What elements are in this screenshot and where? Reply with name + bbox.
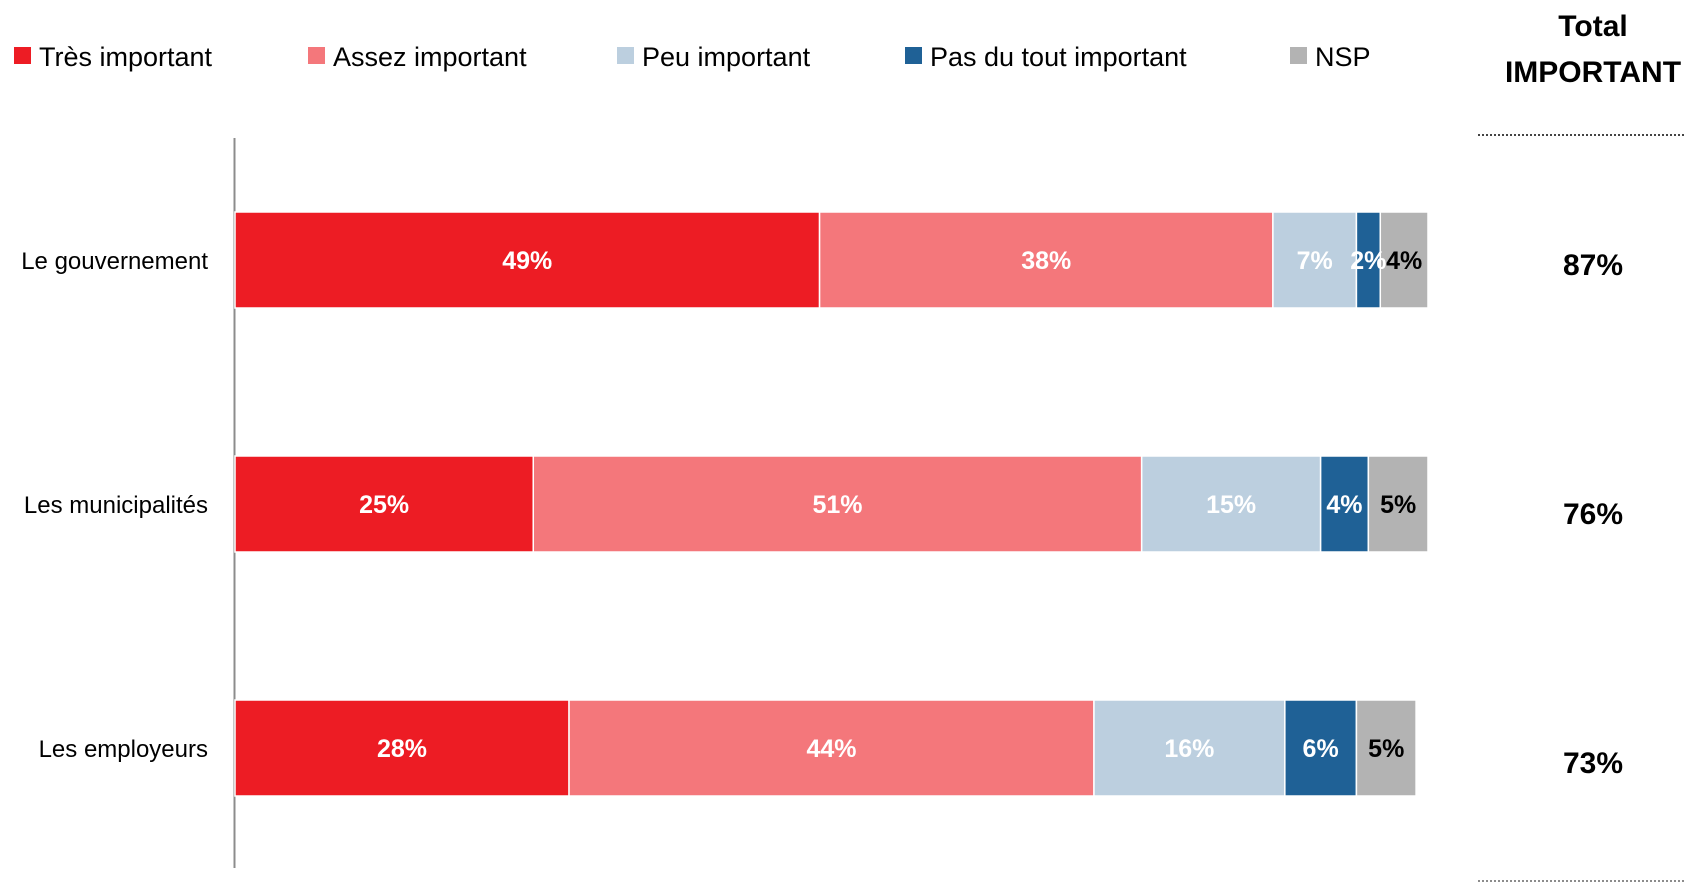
total-value-les-employeurs: 73% <box>1563 747 1623 780</box>
category-label-les-municipalites: Les municipalités <box>24 492 208 519</box>
category-labels: Le gouvernement Les municipalités Les empl… <box>21 248 208 763</box>
value-label-les-employeurs-nsp: 5% <box>1368 735 1404 763</box>
total-value-les-municipalites: 76% <box>1563 498 1623 531</box>
value-label-le-gouvernement-peu-important: 7% <box>1297 247 1333 275</box>
value-label-le-gouvernement-tres-important: 49% <box>502 247 552 275</box>
value-label-les-municipalites-nsp: 5% <box>1380 491 1416 519</box>
value-label-les-municipalites-peu-important: 15% <box>1206 491 1256 519</box>
value-label-le-gouvernement-assez-important: 38% <box>1021 247 1071 275</box>
total-header-line1: Total <box>1558 10 1627 43</box>
bar-les-employeurs-assez-important <box>568 699 1095 797</box>
bar-les-employeurs-pas-du-tout-important <box>1284 699 1358 797</box>
legend-label-peu-important: Peu important <box>642 42 811 72</box>
legend-swatch-tres-important <box>14 47 31 64</box>
value-label-les-employeurs-tres-important: 28% <box>377 735 427 763</box>
bar-les-municipalites-nsp <box>1367 455 1429 553</box>
total-header-line2: IMPORTANT <box>1505 56 1681 89</box>
value-label-le-gouvernement-pas-du-tout-important: 2% <box>1350 247 1386 275</box>
legend-label-nsp: NSP <box>1315 42 1371 72</box>
category-label-le-gouvernement: Le gouvernement <box>21 248 208 275</box>
value-label-les-municipalites-assez-important: 51% <box>812 491 862 519</box>
legend-label-pas-du-tout-important: Pas du tout important <box>930 42 1187 72</box>
value-label-le-gouvernement-nsp: 4% <box>1386 247 1422 275</box>
value-label-les-employeurs-pas-du-tout-important: 6% <box>1303 735 1339 763</box>
segment-labels: 49% 38% 7% 2% 4%25% 51% 15% 4% 5%28% 44% 16% 6% 5% <box>359 247 1422 763</box>
legend-label-tres-important: Très important <box>39 42 213 72</box>
value-label-les-employeurs-assez-important: 44% <box>806 735 856 763</box>
legend-swatch-peu-important <box>617 47 634 64</box>
legend-label-assez-important: Assez important <box>333 42 527 72</box>
value-label-les-municipalites-pas-du-tout-important: 4% <box>1326 491 1362 519</box>
total-values: 87% 76% 73% <box>1563 249 1623 780</box>
legend: Très important Assez important Peu importa… <box>14 42 1371 72</box>
legend-swatch-nsp <box>1290 47 1307 64</box>
bar-les-municipalites-tres-important <box>234 455 534 553</box>
legend-swatch-pas-du-tout-important <box>905 47 922 64</box>
value-label-les-employeurs-peu-important: 16% <box>1164 735 1214 763</box>
legend-swatch-assez-important <box>308 47 325 64</box>
bar-les-employeurs-nsp <box>1355 699 1417 797</box>
bar-le-gouvernement-tres-important <box>234 211 821 309</box>
total-value-le-gouvernement: 87% <box>1563 249 1623 282</box>
bars <box>234 211 1429 797</box>
value-label-les-municipalites-tres-important: 25% <box>359 491 409 519</box>
bar-le-gouvernement-assez-important <box>818 211 1274 309</box>
bar-les-employeurs-peu-important <box>1093 699 1286 797</box>
bar-le-gouvernement-nsp <box>1379 211 1429 309</box>
bar-le-gouvernement-peu-important <box>1272 211 1358 309</box>
bar-les-employeurs-tres-important <box>234 699 570 797</box>
category-label-les-employeurs: Les employeurs <box>39 736 208 763</box>
bar-les-municipalites-assez-important <box>532 455 1143 553</box>
total-column: Total IMPORTANT 87% 76% 73% <box>1478 10 1685 882</box>
